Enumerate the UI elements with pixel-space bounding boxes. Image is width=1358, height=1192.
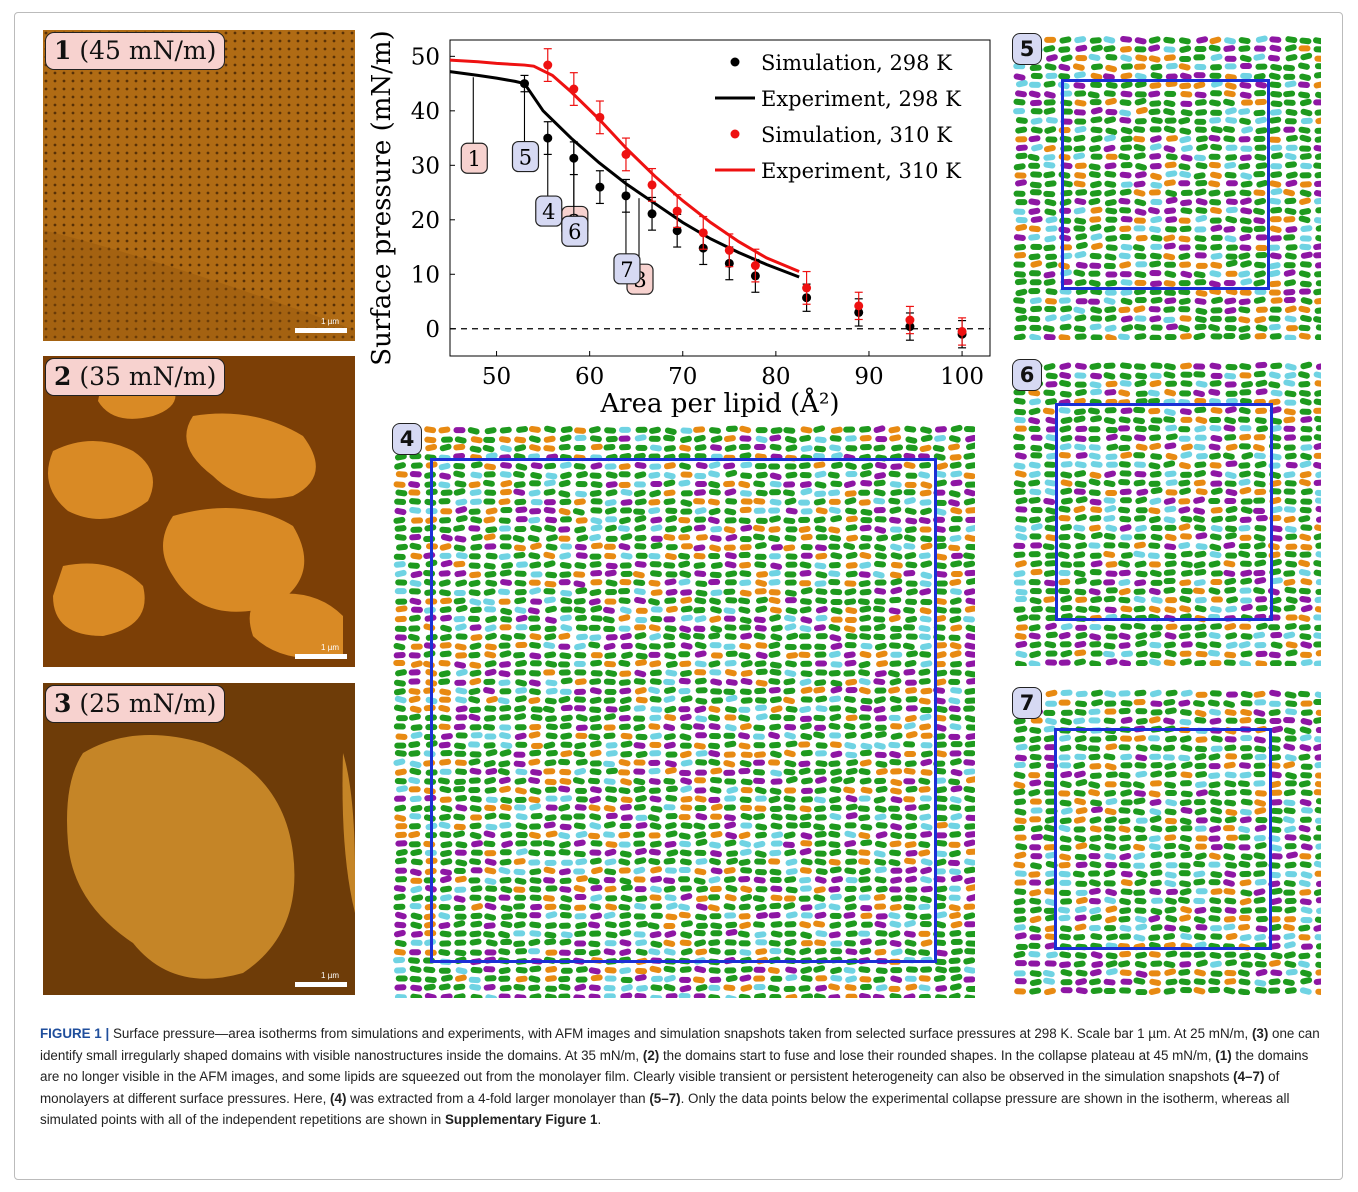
callout-box-6 — [561, 215, 589, 247]
panel-label-1: 1 (45 mN/m) — [45, 32, 226, 70]
afm-texture-2 — [43, 356, 355, 667]
scale-label-3: 1 µm — [321, 971, 339, 980]
data-point — [905, 315, 915, 325]
y-tick-label: 20 — [411, 208, 440, 234]
caption-ref: (4) — [330, 1090, 347, 1106]
simulation-snapshot-5: 5 — [1009, 30, 1321, 340]
data-point — [569, 153, 579, 163]
scale-bar-3 — [295, 982, 347, 987]
caption-text: Surface pressure—area isotherms from sim… — [109, 1026, 1252, 1041]
callout-box-1 — [460, 142, 488, 174]
callout-label-5: 5 — [519, 146, 532, 170]
snapshot-label-5: 5 — [1012, 33, 1042, 65]
snapshot-label-6: 6 — [1012, 359, 1042, 391]
figure-label: FIGURE 1 | — [40, 1026, 110, 1041]
data-point — [724, 245, 734, 255]
data-point — [672, 206, 682, 216]
data-point — [543, 60, 553, 70]
caption-text: the domains are no longer visible in the… — [40, 1047, 1309, 1085]
series-line-3 — [449, 58, 800, 273]
y-tick-label: 10 — [411, 262, 440, 288]
y-tick-label: 30 — [411, 153, 440, 179]
data-point — [621, 191, 631, 201]
unit-cell-box-6 — [1055, 403, 1273, 621]
legend-marker-2 — [730, 129, 740, 139]
x-tick-label: 50 — [482, 364, 511, 390]
simulation-snapshot-4: 4 — [389, 420, 975, 998]
scale-label-2: 1 µm — [321, 643, 339, 652]
snapshot-label-4: 4 — [392, 423, 422, 455]
data-point — [698, 228, 708, 238]
data-point — [854, 301, 864, 311]
afm-image-1: 1 (45 mN/m) 1 µm — [43, 30, 355, 341]
callout-box-5 — [511, 140, 540, 173]
afm-texture-1 — [43, 30, 355, 341]
unit-cell-box-4 — [430, 458, 937, 963]
caption-text: the domains start to fuse and lose their… — [659, 1047, 1216, 1063]
data-point — [543, 133, 553, 143]
caption-ref: (1) — [1215, 1047, 1232, 1063]
x-axis-label: Area per lipid (Å²) — [599, 387, 839, 417]
caption-ref: (5–7) — [649, 1090, 681, 1106]
y-tick-label: 40 — [411, 99, 440, 125]
caption-ref: (2) — [642, 1047, 660, 1063]
scale-label-1: 1 µm — [321, 317, 339, 326]
y-tick-label: 50 — [411, 44, 440, 70]
lipid-texture-4 — [389, 420, 975, 998]
data-point — [595, 182, 605, 192]
legend-label-3: Experiment, 310 K — [761, 159, 961, 183]
panel-label-3: 3 (25 mN/m) — [45, 685, 226, 723]
legend-marker-0 — [730, 57, 740, 67]
legend-label-1: Experiment, 298 K — [761, 87, 961, 111]
figure-frame — [14, 12, 1343, 1180]
simulation-snapshot-6: 6 — [1009, 356, 1321, 666]
panel-label-2: 2 (35 mN/m) — [45, 358, 226, 396]
afm-texture-3 — [43, 683, 355, 995]
snapshot-label-7: 7 — [1012, 687, 1042, 719]
afm-image-3: 3 (25 mN/m) 1 µm — [43, 683, 355, 995]
callout-label-4: 4 — [542, 200, 555, 224]
callout-label-7: 7 — [620, 258, 633, 282]
caption-text: . Only the data points below the experim… — [40, 1090, 1290, 1128]
legend-label-2: Simulation, 310 K — [761, 123, 952, 147]
afm-image-2: 2 (35 mN/m) 1 µm — [43, 356, 355, 667]
y-tick-label: 0 — [425, 317, 440, 343]
caption-text: was extracted from a 4-fold larger monol… — [346, 1090, 650, 1106]
legend-label-0: Simulation, 298 K — [761, 51, 952, 75]
x-tick-label: 90 — [854, 364, 883, 390]
x-tick-label: 100 — [940, 364, 984, 390]
y-axis-label: Surface pressure (mN/m) — [367, 30, 397, 365]
caption-ref: (3) — [1251, 1026, 1269, 1041]
supplementary-figure-link[interactable]: Supplementary Figure 1 — [444, 1112, 598, 1127]
caption-text: . — [597, 1112, 602, 1127]
x-tick-label: 80 — [761, 364, 790, 390]
data-point — [647, 180, 657, 190]
unit-cell-box-5 — [1061, 79, 1270, 290]
scale-bar-2 — [295, 654, 347, 659]
figure-caption: FIGURE 1 | Surface pressure—area isother… — [40, 1023, 1325, 1131]
caption-ref: (4–7) — [1233, 1069, 1265, 1084]
data-point — [647, 209, 657, 219]
callout-box-7 — [613, 253, 641, 285]
callout-box-4 — [535, 195, 563, 227]
caption-text: of monolayers at different surface press… — [40, 1069, 1280, 1106]
scale-bar-1 — [295, 328, 347, 333]
callout-label-6: 6 — [568, 220, 581, 244]
unit-cell-box-7 — [1054, 728, 1272, 950]
x-tick-label: 60 — [575, 364, 604, 390]
data-point — [750, 261, 760, 271]
caption-text: one can identify small irregularly shape… — [40, 1026, 1320, 1063]
simulation-snapshot-7: 7 — [1009, 684, 1321, 995]
data-point — [802, 283, 812, 293]
x-tick-label: 70 — [668, 364, 697, 390]
callout-label-1: 1 — [468, 147, 481, 171]
data-point — [957, 326, 967, 336]
isotherm-chart: 50 60 70 80 90 100 0 10 20 30 40 50 Area per lipid (… — [367, 30, 991, 417]
data-point — [672, 226, 682, 236]
plot-frame — [449, 39, 991, 357]
